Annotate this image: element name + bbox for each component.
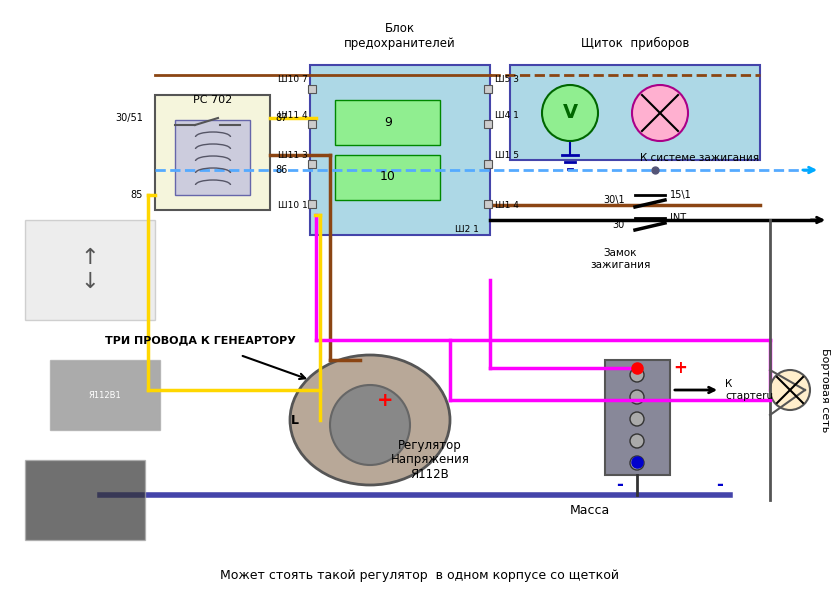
Circle shape: [330, 385, 410, 465]
Bar: [335, 100, 440, 145]
Text: К
стартeru: К стартeru: [725, 379, 773, 401]
Bar: [335, 155, 440, 200]
Bar: [484, 200, 492, 208]
Text: +: +: [377, 390, 393, 410]
Bar: [484, 120, 492, 128]
Circle shape: [630, 368, 644, 382]
Text: Ш2 1: Ш2 1: [455, 226, 478, 235]
Bar: [50, 360, 160, 430]
Text: Ш10 7: Ш10 7: [278, 75, 308, 85]
Text: L: L: [291, 414, 299, 426]
Text: Блок
предохранителей: Блок предохранителей: [344, 22, 456, 50]
Bar: [155, 95, 270, 210]
Text: 86: 86: [275, 165, 287, 175]
Circle shape: [630, 456, 644, 470]
Text: 30: 30: [613, 220, 625, 230]
Text: Регулятор
Напряжения
Я112В: Регулятор Напряжения Я112В: [391, 439, 469, 482]
Bar: [25, 220, 155, 320]
Text: 85: 85: [131, 190, 143, 200]
Text: Бортовая сеть: Бортовая сеть: [820, 348, 830, 432]
Bar: [310, 65, 490, 235]
Text: ТРИ ПРОВОДА К ГЕНЕАРТОРУ: ТРИ ПРОВОДА К ГЕНЕАРТОРУ: [105, 335, 296, 345]
Text: Ш1 5: Ш1 5: [495, 150, 519, 159]
Text: Ш10 1: Ш10 1: [278, 201, 308, 210]
Text: Ш5 3: Ш5 3: [495, 75, 519, 85]
Text: Ш4 1: Ш4 1: [495, 110, 519, 119]
Text: -: -: [617, 476, 623, 494]
Text: Ш1 4: Ш1 4: [495, 201, 519, 210]
Circle shape: [632, 85, 688, 141]
Text: РС 702: РС 702: [194, 95, 233, 105]
Text: +: +: [673, 359, 687, 377]
Text: Замок
зажигания: Замок зажигания: [590, 248, 650, 270]
Bar: [484, 85, 492, 93]
Text: 87: 87: [275, 113, 287, 123]
Text: 10: 10: [380, 171, 396, 183]
Text: Ш11 4: Ш11 4: [278, 110, 308, 119]
Text: INT: INT: [670, 213, 686, 223]
Bar: [308, 160, 316, 168]
Text: -: -: [716, 476, 723, 494]
Text: Щиток  приборов: Щиток приборов: [581, 37, 689, 50]
Text: К системе зажигания: К системе зажигания: [640, 153, 759, 163]
Bar: [510, 65, 760, 160]
Bar: [308, 200, 316, 208]
Text: 30\1: 30\1: [603, 195, 625, 205]
Text: Я112В1: Я112В1: [89, 390, 122, 399]
Text: V: V: [562, 103, 577, 122]
Bar: [308, 120, 316, 128]
Text: Ш11 3: Ш11 3: [278, 150, 308, 159]
Bar: [308, 85, 316, 93]
Text: ↑
↓: ↑ ↓: [80, 248, 100, 291]
Bar: [175, 120, 250, 195]
Ellipse shape: [290, 355, 450, 485]
Circle shape: [770, 370, 810, 410]
Text: 30/51: 30/51: [115, 113, 143, 123]
Circle shape: [630, 434, 644, 448]
Bar: [484, 160, 492, 168]
Text: 9: 9: [384, 115, 392, 128]
Text: Может стоять такой регулятор  в одном корпусе со щеткой: Может стоять такой регулятор в одном кор…: [220, 568, 618, 581]
Bar: [25, 460, 145, 540]
Circle shape: [542, 85, 598, 141]
Circle shape: [630, 412, 644, 426]
Text: 15\1: 15\1: [670, 190, 691, 200]
Text: Масса: Масса: [570, 503, 610, 516]
Circle shape: [630, 390, 644, 404]
Bar: [605, 360, 670, 475]
